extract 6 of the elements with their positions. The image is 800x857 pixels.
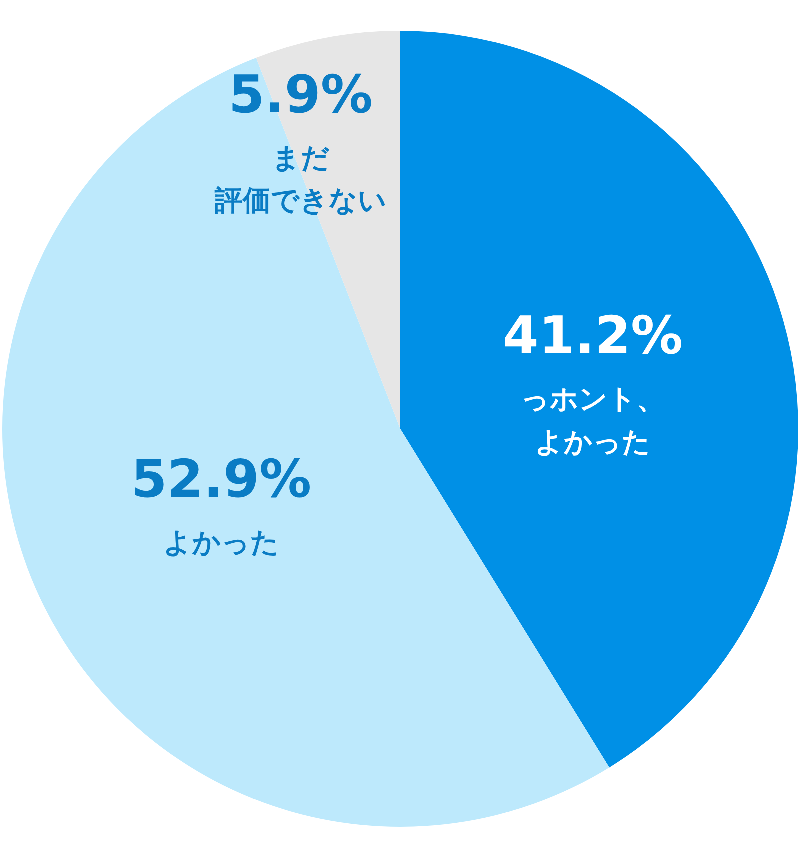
data-label: 5.9% <box>228 65 373 126</box>
slice-label: まだ評価できない <box>214 141 387 218</box>
slice-label: よかった <box>163 526 280 560</box>
data-label: 52.9% <box>131 450 312 510</box>
slice-label: っホント、よかった <box>520 382 665 458</box>
data-label: 41.2% <box>502 306 684 366</box>
